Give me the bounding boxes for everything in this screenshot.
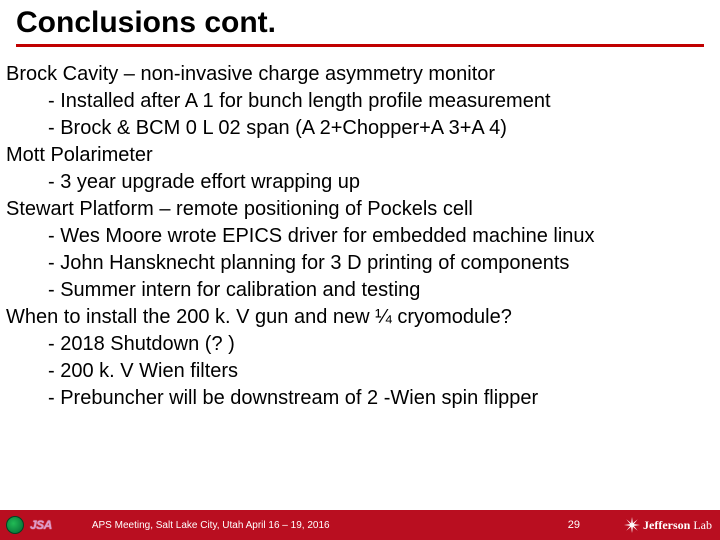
jlab-burst-icon — [624, 517, 640, 533]
body-heading: Mott Polarimeter — [6, 142, 714, 169]
doe-seal-icon — [6, 516, 24, 534]
body-bullet: - 2018 Shutdown (? ) — [48, 331, 714, 358]
slide-title: Conclusions cont. — [16, 6, 720, 40]
body-bullet: - Brock & BCM 0 L 02 span (A 2+Chopper+A… — [48, 115, 714, 142]
body-bullet: - 3 year upgrade effort wrapping up — [48, 169, 714, 196]
jefferson-lab-logo: Jefferson Lab — [624, 517, 712, 533]
body-heading: When to install the 200 k. V gun and new… — [6, 304, 714, 331]
body-bullet: - Installed after A 1 for bunch length p… — [48, 88, 714, 115]
jsa-logo: JSA — [30, 518, 52, 532]
page-number: 29 — [568, 519, 580, 531]
body-heading: Brock Cavity – non-invasive charge asymm… — [6, 61, 714, 88]
body-bullet: - 200 k. V Wien filters — [48, 358, 714, 385]
body-bullet: - Prebuncher will be downstream of 2 -Wi… — [48, 385, 714, 412]
body-heading: Stewart Platform – remote positioning of… — [6, 196, 714, 223]
slide-body: Brock Cavity – non-invasive charge asymm… — [0, 47, 720, 540]
footer-left-logos: JSA — [6, 516, 52, 534]
body-bullet: - John Hansknecht planning for 3 D print… — [48, 250, 714, 277]
body-bullet: - Wes Moore wrote EPICS driver for embed… — [48, 223, 714, 250]
footer-meeting-text: APS Meeting, Salt Lake City, Utah April … — [92, 520, 330, 531]
jlab-text: Jefferson Lab — [643, 518, 712, 533]
slide-footer: JSA APS Meeting, Salt Lake City, Utah Ap… — [0, 510, 720, 540]
body-bullet: - Summer intern for calibration and test… — [48, 277, 714, 304]
